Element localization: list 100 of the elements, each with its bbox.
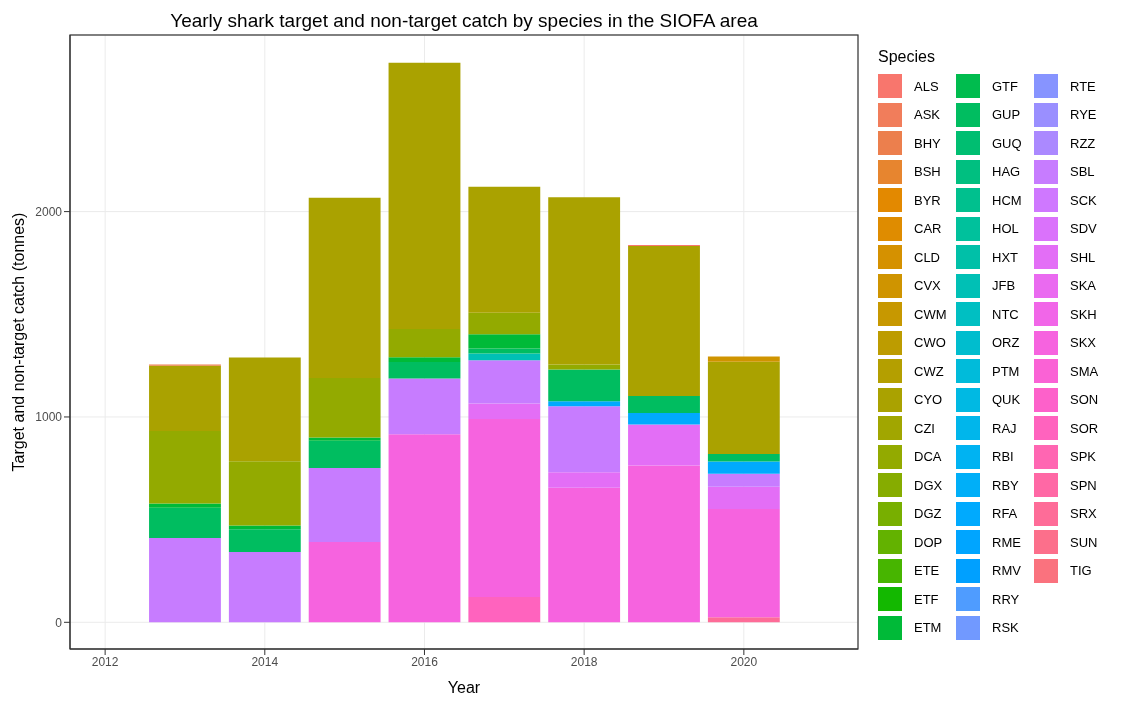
x-tick-label: 2014 — [251, 654, 279, 669]
legend-label: SUN — [1070, 534, 1098, 550]
bar — [707, 361, 780, 454]
bar — [388, 362, 461, 379]
bar — [388, 378, 461, 435]
bar — [707, 508, 780, 618]
legend-label: JFB — [992, 278, 1016, 294]
legend-label: SKX — [1070, 335, 1097, 351]
bar — [468, 334, 541, 349]
legend-label: CYO — [914, 392, 943, 408]
legend-label: CWM — [914, 306, 947, 322]
bar — [468, 353, 541, 361]
bar — [468, 403, 541, 420]
legend-label: RBY — [992, 477, 1019, 493]
legend-label: CWO — [914, 335, 946, 351]
bar — [228, 461, 301, 526]
legend-label: ORZ — [992, 335, 1020, 351]
legend-label: CAR — [914, 221, 942, 237]
bar — [308, 197, 381, 378]
legend-label: SON — [1070, 392, 1099, 408]
y-tick-label: 2000 — [35, 204, 63, 219]
legend-label: RZZ — [1070, 135, 1096, 151]
bar — [628, 424, 700, 466]
legend-label: RME — [992, 534, 1021, 550]
legend-label: SKA — [1070, 278, 1097, 294]
legend-label: PTM — [992, 363, 1020, 379]
bar — [468, 186, 541, 313]
bar — [548, 401, 621, 407]
bar — [388, 434, 461, 623]
bar — [468, 419, 541, 598]
y-axis-title: Target and non-target catch (tonnes) — [9, 212, 27, 472]
legend-label: HAG — [992, 164, 1021, 180]
bar — [468, 597, 541, 623]
legend-label: BSH — [914, 164, 941, 180]
bar — [707, 473, 780, 487]
legend-label: RBI — [992, 449, 1014, 465]
bar — [628, 413, 700, 425]
legend-label: SRX — [1070, 506, 1097, 522]
legend-label: QUK — [992, 392, 1021, 408]
legend-label: CLD — [914, 249, 941, 265]
legend-label: NTC — [992, 306, 1019, 322]
legend-label: GUQ — [992, 135, 1022, 151]
legend-label: GTF — [992, 78, 1018, 94]
legend-label: ETM — [914, 620, 942, 636]
bar — [308, 377, 381, 438]
legend-label: SDV — [1070, 221, 1097, 237]
legend-label: RMV — [992, 563, 1021, 579]
bar — [548, 487, 621, 623]
legend-label: BHY — [914, 135, 941, 151]
legend-label: DOP — [914, 534, 943, 550]
chart-title: Yearly shark target and non-target catch by species in the SIOFA area — [169, 10, 759, 32]
legend-label: HOL — [992, 221, 1019, 237]
legend-label: RTE — [1070, 78, 1096, 94]
legend-label: RAJ — [992, 420, 1017, 436]
x-tick-label: 2012 — [91, 654, 119, 669]
legend-label: SHL — [1070, 249, 1096, 265]
bar — [308, 542, 381, 623]
legend-label: ASK — [914, 107, 941, 123]
legend-label: CWZ — [914, 363, 944, 379]
legend-label: BYR — [914, 192, 941, 208]
bar — [149, 538, 221, 623]
legend-label: RYE — [1070, 107, 1097, 123]
bar — [707, 617, 780, 623]
legend-label: SKH — [1070, 306, 1097, 322]
bar — [468, 360, 541, 404]
bar — [228, 357, 301, 462]
y-tick-label: 0 — [55, 615, 63, 630]
bar — [707, 453, 780, 462]
bar — [149, 503, 221, 508]
bar — [628, 396, 700, 414]
legend-label: ETE — [914, 563, 940, 579]
legend-label: TIG — [1070, 563, 1092, 579]
bar — [308, 440, 381, 468]
bar — [548, 369, 621, 402]
bar — [628, 246, 700, 397]
legend-label: CVX — [914, 278, 941, 294]
bar — [548, 406, 621, 473]
legend-label: SMA — [1070, 363, 1099, 379]
bar — [149, 430, 221, 504]
legend-label: RRY — [992, 591, 1020, 607]
bar — [388, 62, 461, 330]
bar — [228, 529, 301, 553]
legend-label: CZI — [914, 420, 935, 436]
legend-label: HXT — [992, 249, 1018, 265]
x-axis-title: Year — [447, 679, 481, 696]
legend-label: SPN — [1070, 477, 1097, 493]
bar — [628, 465, 700, 623]
bar — [548, 197, 621, 365]
bar — [707, 486, 780, 509]
bar — [308, 467, 381, 543]
legend-label: RSK — [992, 620, 1019, 636]
legend-label: RFA — [992, 506, 1018, 522]
x-tick-label: 2018 — [570, 654, 598, 669]
legend-label: SBL — [1070, 164, 1095, 180]
legend-label: HCM — [992, 192, 1022, 208]
x-tick-label: 2016 — [411, 654, 439, 669]
bar — [149, 365, 221, 431]
bar — [228, 552, 301, 623]
bar — [548, 472, 621, 488]
legend-label: ALS — [914, 78, 939, 94]
